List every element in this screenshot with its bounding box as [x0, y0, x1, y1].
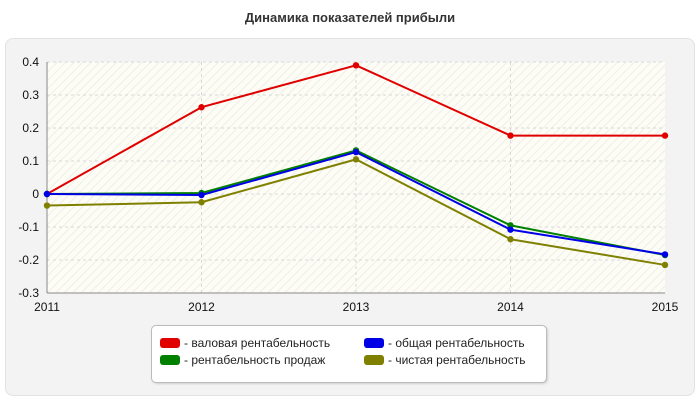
x-tick-label: 2013 — [343, 300, 370, 314]
data-point — [352, 148, 360, 156]
y-tick-label: 0.4 — [22, 55, 39, 69]
y-tick-label: 0.2 — [22, 121, 39, 135]
legend-label-gross: - валовая рентабельность — [184, 336, 331, 350]
data-point — [198, 191, 205, 199]
legend-item-gross: - валовая рентабельность — [160, 336, 330, 350]
data-point — [507, 236, 514, 243]
y-tick-label: 0 — [32, 187, 39, 201]
legend-item-sales: - рентабельность продаж — [160, 353, 325, 367]
y-tick-label: 0.3 — [22, 88, 39, 102]
data-point — [43, 190, 51, 198]
data-point — [198, 104, 205, 111]
legend-swatch-gross — [160, 338, 180, 348]
legend-swatch-overall — [364, 338, 384, 348]
legend-swatch-sales — [160, 355, 180, 365]
chart-title: Динамика показателей прибыли — [244, 10, 456, 25]
legend-item-overall: - общая рентабельность — [364, 336, 525, 350]
data-point — [661, 261, 669, 269]
x-tick-label: 2011 — [34, 300, 60, 314]
data-point — [507, 132, 514, 139]
legend-swatch-net — [364, 355, 384, 365]
data-point — [661, 132, 669, 139]
legend-label-net: - чистая рентабельность — [388, 353, 526, 367]
data-point — [43, 202, 51, 209]
y-tick-label: -0.1 — [18, 220, 39, 234]
y-tick-label: -0.3 — [18, 286, 39, 300]
legend-label-sales: - рентабельность продаж — [184, 353, 326, 367]
chart-legend: - валовая рентабельность - общая рентабе… — [151, 325, 547, 383]
legend-label-overall: - общая рентабельность — [388, 336, 525, 350]
x-tick-label: 2014 — [497, 300, 524, 314]
data-point — [507, 226, 514, 233]
legend-item-net: - чистая рентабельность — [364, 353, 525, 367]
data-point — [352, 156, 360, 163]
x-tick-label: 2012 — [188, 300, 215, 314]
data-point — [661, 251, 669, 258]
y-tick-label: 0.1 — [22, 154, 39, 168]
x-tick-label: 2015 — [652, 300, 679, 314]
data-point — [198, 199, 205, 206]
data-point — [352, 62, 360, 69]
y-tick-label: -0.2 — [18, 253, 39, 267]
